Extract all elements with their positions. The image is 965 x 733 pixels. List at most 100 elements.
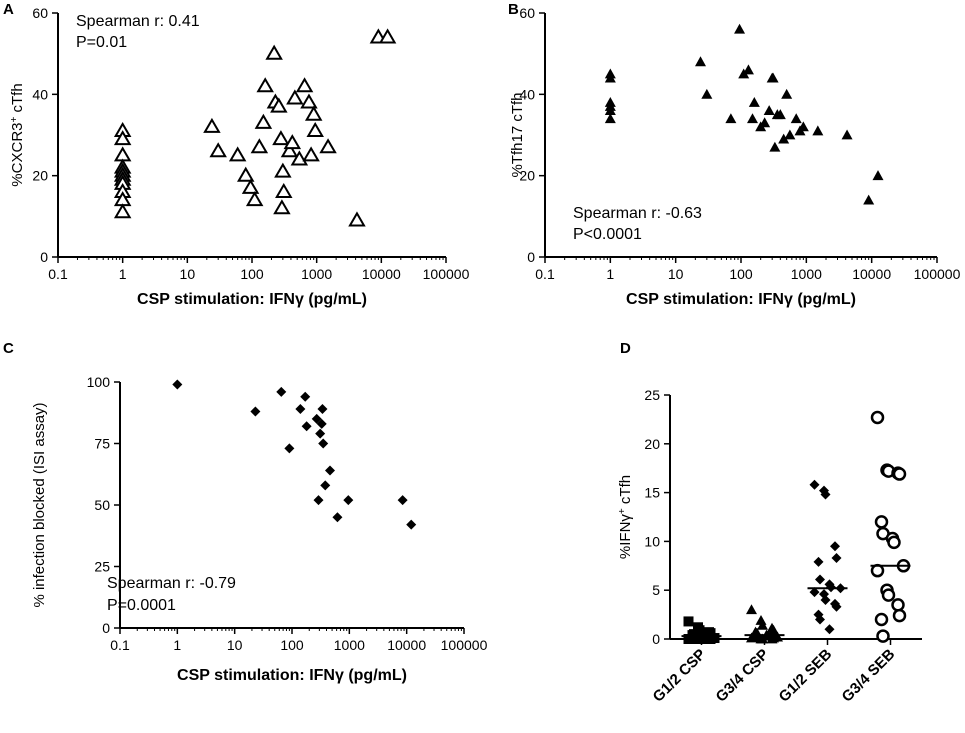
data-point [695, 56, 707, 67]
data-point [290, 150, 309, 166]
data-point [286, 89, 304, 105]
data-point [280, 142, 299, 158]
x-tick-label: 100000 [441, 637, 488, 653]
data-point [275, 182, 293, 198]
data-point [757, 619, 768, 630]
y-tick-label: 20 [32, 168, 48, 184]
data-point [316, 418, 327, 429]
data-point [809, 479, 820, 490]
data-point [284, 443, 295, 454]
data-point [276, 386, 287, 397]
x-tick-label: 1 [173, 637, 181, 653]
data-point [774, 109, 786, 120]
y-tick-label: 5 [652, 582, 660, 598]
data-point [734, 23, 746, 34]
data-point [747, 113, 759, 124]
data-point [767, 72, 779, 83]
data-point [887, 535, 901, 550]
data-point [320, 480, 331, 491]
data-point [250, 406, 261, 417]
data-point [705, 634, 716, 644]
data-point [781, 88, 793, 99]
y-tick-label: 10 [644, 533, 660, 549]
data-point [302, 146, 320, 162]
x-axis-label: CSP stimulation: IFNγ (pg/mL) [177, 667, 407, 684]
y-tick-label: 50 [94, 497, 110, 513]
y-tick-label: 25 [94, 559, 110, 575]
x-tick-label: 10000 [362, 266, 401, 282]
data-point [245, 191, 264, 207]
x-tick-label: 10000 [387, 637, 426, 653]
data-point [406, 519, 417, 530]
panel-label: A [3, 1, 14, 18]
data-point [304, 105, 323, 121]
data-point [283, 134, 302, 150]
panel-label: B [508, 1, 519, 18]
y-tick-label: 0 [40, 249, 48, 265]
data-point [348, 211, 366, 227]
data-point [300, 93, 318, 109]
y-tick-label: 0 [527, 249, 535, 265]
y-axis-label-part: + [617, 508, 628, 514]
data-point [759, 117, 771, 128]
stat-annotation: Spearman r: 0.41 [76, 13, 200, 30]
data-point [332, 512, 343, 523]
x-tick-label: 0.1 [110, 637, 130, 653]
data-point [113, 130, 132, 146]
panel-label: D [620, 340, 631, 357]
y-tick-label: 40 [32, 86, 48, 102]
data-point [870, 410, 885, 425]
data-point [295, 77, 314, 93]
data-point [824, 624, 835, 635]
y-tick-label: 20 [644, 436, 660, 452]
y-tick-label: 20 [519, 168, 535, 184]
y-axis-label-part: %Tfh17 cTfh [509, 92, 526, 177]
x-tick-label: 10000 [852, 266, 891, 282]
data-point [742, 64, 754, 75]
y-axis-label: %CXCR3+ cTfh [9, 83, 27, 186]
stat-annotation: P=0.0001 [107, 597, 176, 614]
y-axis-label-part: %IFNγ [617, 514, 634, 560]
data-point [295, 404, 306, 415]
data-point [319, 138, 337, 154]
category-label: G1/2 SEB [776, 646, 836, 706]
data-point [313, 495, 324, 506]
data-point [397, 495, 408, 506]
data-point [797, 121, 809, 132]
stat-annotation: P<0.0001 [573, 226, 642, 243]
data-point [892, 608, 907, 623]
data-point [209, 142, 227, 158]
data-point [301, 421, 312, 432]
y-axis-label-part: cTfh [9, 83, 26, 116]
y-tick-label: 60 [519, 5, 535, 21]
data-point [270, 97, 288, 113]
data-point [378, 28, 397, 44]
data-point [768, 624, 779, 635]
data-point [113, 203, 132, 219]
data-point [604, 72, 616, 83]
data-point [694, 634, 705, 644]
y-tick-label: 15 [644, 485, 660, 501]
category-label: G1/2 CSP [650, 646, 710, 706]
x-tick-label: 0.1 [48, 266, 68, 282]
x-tick-label: 0.1 [535, 266, 555, 282]
data-point [746, 604, 757, 615]
x-tick-label: 100 [729, 266, 753, 282]
data-point [274, 162, 292, 178]
data-point [813, 556, 824, 567]
data-point [172, 379, 183, 390]
data-point [683, 616, 694, 627]
data-point [809, 587, 820, 598]
data-point [343, 495, 354, 506]
stat-annotation: P=0.01 [76, 34, 127, 51]
data-point [820, 594, 831, 605]
x-tick-label: 10 [668, 266, 684, 282]
y-tick-label: 100 [87, 374, 111, 390]
data-point [689, 629, 699, 640]
data-point [872, 170, 884, 181]
data-point [272, 130, 290, 146]
y-tick-label: 60 [32, 5, 48, 21]
data-point [250, 138, 269, 154]
x-tick-label: 1000 [791, 266, 822, 282]
